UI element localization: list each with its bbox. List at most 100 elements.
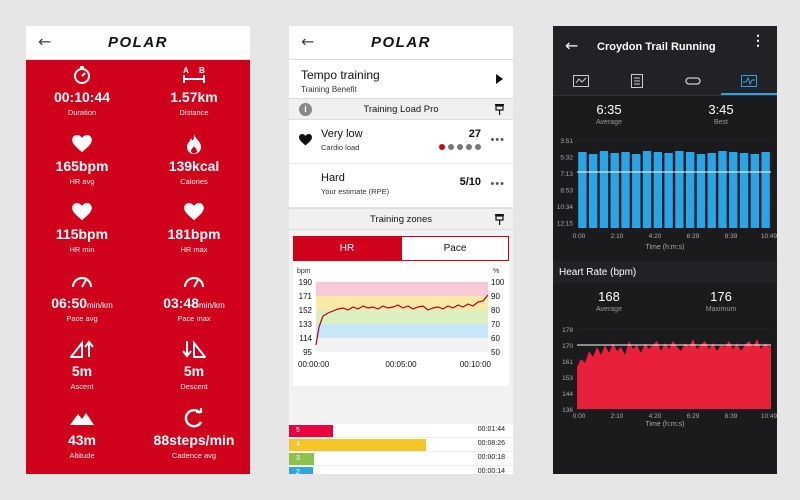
zone-row: 4 00:08:26 [289, 438, 513, 452]
pin-icon[interactable] [494, 104, 505, 115]
heart-icon [72, 201, 92, 223]
hr-y-tick: 153 [562, 375, 573, 382]
pace-bar [750, 154, 760, 228]
tab-notes[interactable] [609, 66, 665, 95]
pace-bar [761, 152, 770, 228]
zone-number: 5 [291, 425, 305, 437]
hr-x-tick: 4:20 [649, 413, 662, 420]
rpe-level: Hard [321, 172, 345, 184]
hr-zone-chart: bpm % 190 171 152 133 114 95 100 90 80 70 60 50 00:… [297, 268, 505, 369]
bpm-tick-label: 114 [299, 334, 312, 343]
pin-icon[interactable] [494, 214, 505, 225]
rpe-label: Your estimate (RPE) [321, 187, 390, 196]
hr-avg-label: Average [596, 306, 622, 313]
cardio-load-dots [439, 144, 481, 150]
app-header: ← POLAR [289, 26, 513, 60]
zone-time-list: 500:01:44400:08:26300:00:18200:00:14100:… [289, 424, 513, 474]
heart-icon [72, 133, 92, 155]
zone3-band [316, 310, 488, 324]
overflow-menu-icon[interactable]: ⋮ [751, 32, 765, 48]
stat-hr-max: 181bpm HR max [138, 197, 250, 266]
pace-x-tick: 10:49 [761, 233, 777, 240]
stat-label: HR avg [69, 176, 95, 186]
polar-logo: POLAR [371, 34, 431, 51]
pace-y-tick: 12:15 [557, 221, 574, 228]
pace-x-tick: 6:29 [687, 233, 700, 240]
pace-x-tick: 2:10 [611, 233, 624, 240]
hr-y-tick: 144 [562, 391, 573, 398]
stat-duration: 00:10:44 Duration [26, 60, 138, 129]
stat-label: Distance [179, 108, 209, 117]
svg-text:B: B [199, 66, 205, 75]
pace-bar [632, 154, 641, 228]
pace-bar [675, 151, 684, 228]
info-icon[interactable]: i [299, 103, 312, 116]
pace-bar [621, 152, 630, 228]
zone-number: 4 [291, 439, 305, 451]
app-header: ← POLAR [26, 26, 250, 60]
flame-icon [186, 133, 202, 155]
hr-x-tick: 2:10 [611, 413, 624, 420]
tab-hr[interactable]: HR [293, 236, 401, 261]
laps-icon [685, 76, 701, 85]
stat-value: 88steps/min [153, 431, 235, 448]
hr-x-axis-label: Time (h:m:s) [645, 421, 685, 428]
back-arrow-icon[interactable]: ← [565, 36, 579, 55]
charts-icon [741, 74, 757, 87]
zone-bar [289, 439, 426, 451]
descent-icon [182, 338, 206, 360]
stopwatch-icon [72, 64, 92, 86]
cardio-load-value: 27 [468, 128, 481, 140]
hr-x-tick: 10:49 [761, 413, 777, 420]
tab-laps[interactable] [665, 66, 721, 95]
pace-x-tick: 4:20 [649, 233, 662, 240]
pace-y-tick: 10:34 [557, 204, 574, 211]
session-header[interactable]: Tempo training Training Benefit [289, 60, 513, 98]
stat-value: 181bpm [167, 226, 221, 242]
bpm-tick-label: 133 [299, 320, 313, 329]
rpe-row[interactable]: Hard Your estimate (RPE) 5/10 ••• [289, 164, 513, 208]
pace-bar [578, 152, 587, 228]
hr-summary: 168 Average 176 Maximum [553, 283, 777, 321]
tab-charts[interactable] [721, 66, 777, 95]
back-arrow-icon[interactable]: ← [38, 32, 52, 51]
hr-y-tick: 136 [562, 407, 573, 414]
bpm-tick-label: 171 [299, 292, 313, 301]
gauge-icon [183, 270, 205, 292]
hr-max-value: 176 [710, 289, 732, 304]
activity-tabs [553, 66, 777, 96]
polar-logo: POLAR [108, 34, 168, 51]
training-zones-bar: Training zones [289, 208, 513, 230]
svg-text:A: A [183, 66, 189, 75]
hr-avg-value: 168 [598, 289, 620, 304]
more-icon[interactable]: ••• [490, 178, 505, 190]
tab-pace[interactable]: Pace [401, 236, 509, 261]
hr-line [315, 294, 489, 346]
play-icon[interactable] [496, 74, 503, 84]
stat-value: 139kcal [168, 157, 220, 174]
garmin-activity-screen: ← Croydon Trail Running ⋮ 6:35 Average 3:… [553, 26, 777, 474]
zone1-band [316, 338, 488, 352]
cardio-load-row[interactable]: Very low Cardio load 27 ••• [289, 120, 513, 164]
training-load-title: Training Load Pro [363, 103, 439, 115]
hr-section-title: Heart Rate (bpm) [553, 261, 777, 283]
stat-calories: 139kcal Calories [138, 129, 250, 198]
more-icon[interactable]: ••• [490, 134, 505, 146]
stat-value: 5m [71, 363, 93, 379]
pace-bar [707, 153, 716, 228]
training-load-bar: i Training Load Pro [289, 98, 513, 120]
load-dot [439, 144, 445, 150]
stat-pace-max: 03:48min/km Pace max [138, 266, 250, 335]
stat-pace-avg: 06:50min/km Pace avg [26, 266, 138, 335]
pace-y-tick: 7:13 [560, 171, 573, 178]
stat-label: HR min [69, 245, 95, 254]
zone-time: 00:00:18 [477, 454, 505, 461]
pace-bar [588, 154, 598, 228]
back-arrow-icon[interactable]: ← [301, 32, 315, 51]
tab-splits[interactable] [553, 66, 609, 95]
stat-descent: 5m Descent [138, 334, 250, 403]
hr-chart-card: HR Pace bpm % 190 171 152 133 114 95 100 90 80 70… [293, 236, 509, 386]
notes-icon [631, 73, 643, 88]
stat-label: Pace avg [66, 313, 98, 323]
